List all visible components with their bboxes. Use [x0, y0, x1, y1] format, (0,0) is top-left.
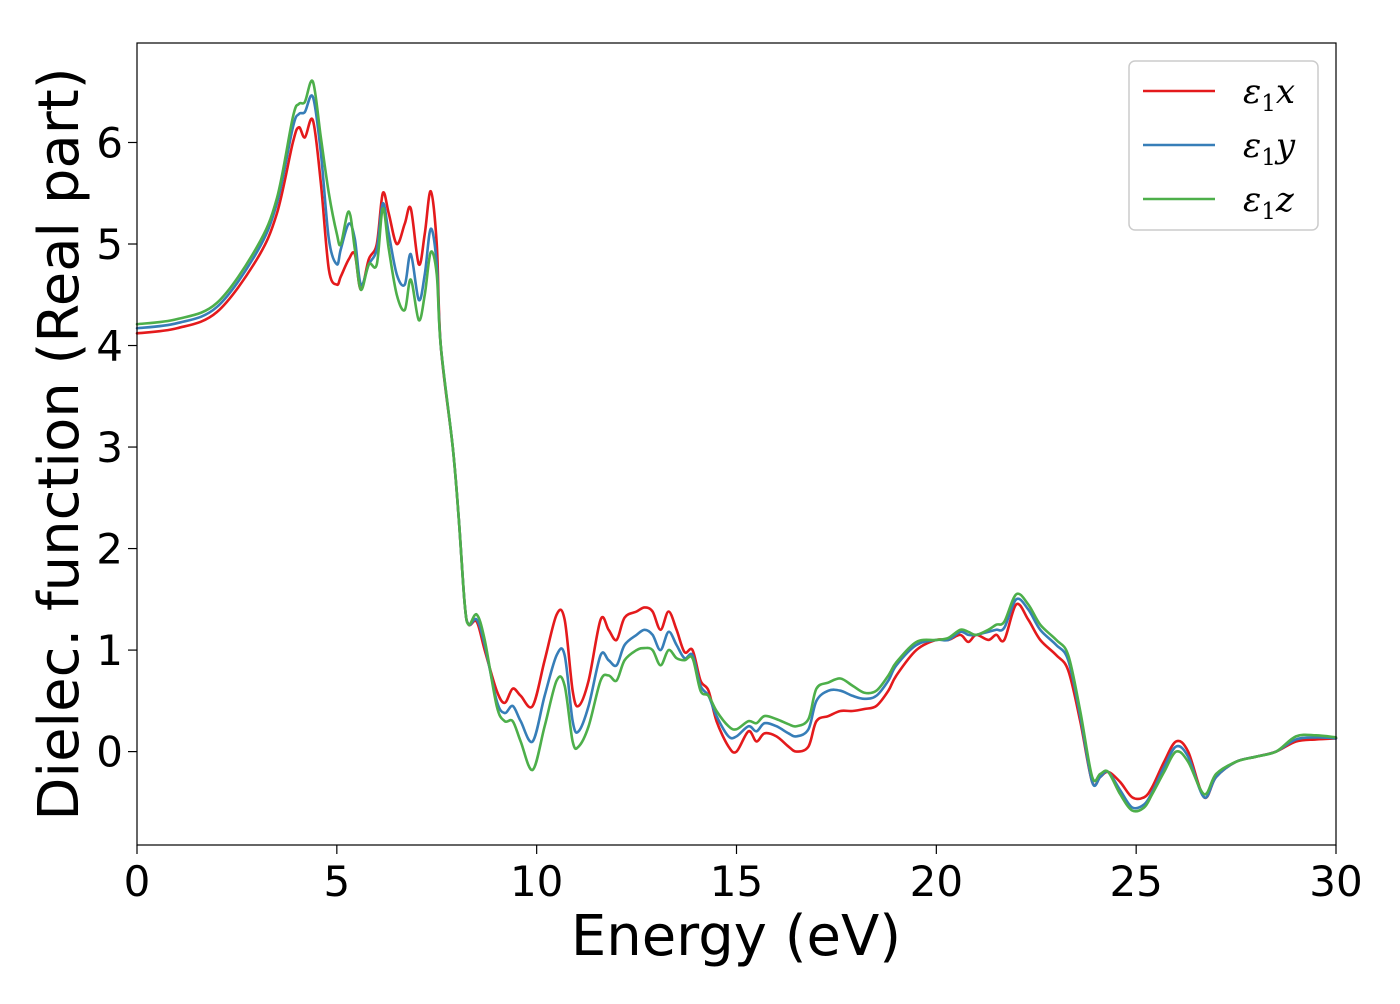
x-axis: 0 5 10 15 20 25 30 — [124, 845, 1363, 906]
legend-box — [1128, 60, 1319, 231]
x-tick-label: 25 — [1109, 857, 1162, 906]
y-tick-label: 0 — [96, 728, 123, 777]
legend-suffix: z — [1275, 180, 1295, 220]
x-axis-label: Energy (eV) — [571, 904, 901, 969]
legend-main: ε — [1243, 180, 1261, 220]
legend-suffix: y — [1274, 126, 1296, 166]
x-tick-label: 15 — [710, 857, 763, 906]
y-tick-label: 1 — [96, 626, 123, 675]
legend-label-1: ε1x — [1243, 72, 1295, 117]
series-line-3 — [135, 79, 1338, 813]
y-tick-label: 4 — [96, 322, 123, 371]
y-axis: 0 1 2 3 4 5 6 — [96, 118, 137, 777]
y-tick-label: 6 — [96, 118, 123, 167]
legend-main: ε — [1243, 126, 1261, 166]
x-tick-label: 20 — [910, 857, 963, 906]
legend-subscript: 1 — [1261, 91, 1276, 117]
x-tick-label: 5 — [323, 857, 350, 906]
x-tick-label: 10 — [510, 857, 563, 906]
series-line-1 — [135, 117, 1338, 801]
series-layer — [135, 79, 1338, 813]
x-tick-label: 30 — [1309, 857, 1362, 906]
y-axis-label: Dielec. function (Real part) — [27, 67, 92, 820]
legend-label-2: ε1y — [1243, 126, 1296, 171]
y-tick-label: 2 — [96, 525, 123, 574]
legend-subscript: 1 — [1261, 199, 1276, 225]
legend-subscript: 1 — [1261, 145, 1276, 171]
y-tick-label: 5 — [96, 220, 123, 269]
legend-label-3: ε1z — [1243, 180, 1295, 225]
legend-main: ε — [1243, 72, 1261, 112]
y-tick-label: 3 — [96, 423, 123, 472]
legend-suffix: x — [1276, 72, 1295, 112]
x-tick-label: 0 — [124, 857, 151, 906]
